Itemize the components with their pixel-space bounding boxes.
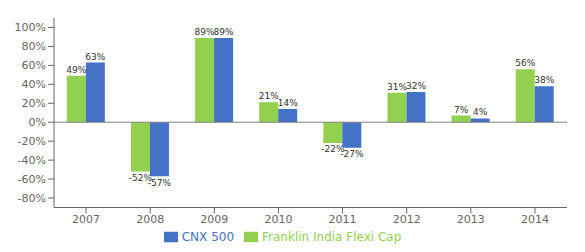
svg-text:7%: 7% <box>454 105 469 115</box>
svg-text:-57%: -57% <box>148 178 172 188</box>
svg-text:2014: 2014 <box>521 213 549 226</box>
svg-text:-80%: -80% <box>18 192 46 205</box>
svg-text:2012: 2012 <box>393 213 421 226</box>
svg-text:32%: 32% <box>406 81 426 91</box>
svg-text:2010: 2010 <box>264 213 292 226</box>
svg-text:2009: 2009 <box>200 213 228 226</box>
svg-text:-40%: -40% <box>18 154 46 167</box>
svg-text:49%: 49% <box>66 65 86 75</box>
svg-text:31%: 31% <box>387 82 407 92</box>
svg-text:56%: 56% <box>515 58 535 68</box>
html-text:Franklin India Flexi Cap: Franklin India Flexi Cap <box>262 229 402 244</box>
svg-text:-60%: -60% <box>18 173 46 186</box>
svg-text:2013: 2013 <box>457 213 485 226</box>
svg-text:-27%: -27% <box>340 149 364 159</box>
svg-text:89%: 89% <box>214 27 234 37</box>
svg-text:60%: 60% <box>22 59 46 72</box>
svg-text:2011: 2011 <box>329 213 357 226</box>
svg-text:2008: 2008 <box>136 213 164 226</box>
svg-text:89%: 89% <box>195 27 215 37</box>
svg-text:40%: 40% <box>22 78 46 91</box>
svg-text:38%: 38% <box>534 75 554 85</box>
svg-text:-22%: -22% <box>321 144 345 155</box>
html-text:CNX 500: CNX 500 <box>181 229 234 244</box>
svg-text:14%: 14% <box>278 98 298 108</box>
svg-text:20%: 20% <box>22 97 46 110</box>
svg-text:4%: 4% <box>473 107 488 117</box>
svg-text:-20%: -20% <box>18 135 46 148</box>
svg-text:63%: 63% <box>85 52 105 62</box>
svg-text:2007: 2007 <box>72 213 100 226</box>
svg-text:100%: 100% <box>15 21 46 34</box>
svg-text:21%: 21% <box>259 91 279 101</box>
svg-text:80%: 80% <box>22 40 46 53</box>
svg-text:-52%: -52% <box>128 172 153 183</box>
svg-text:0%: 0% <box>29 116 46 129</box>
